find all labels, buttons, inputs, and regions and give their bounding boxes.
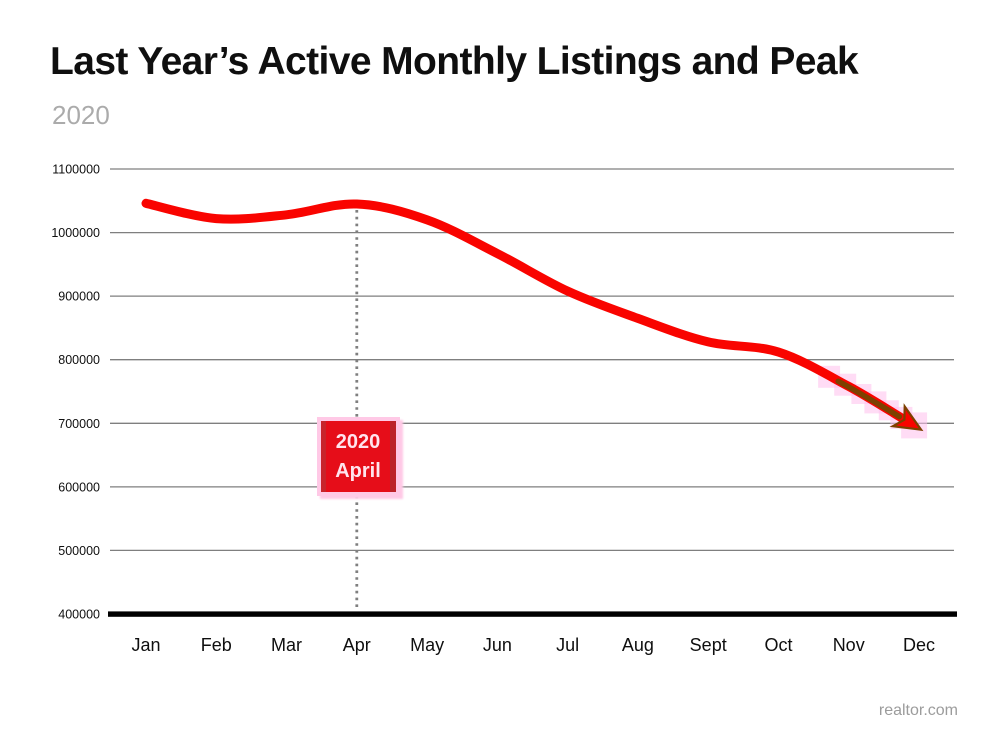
x-axis-month-label: Jun [483,635,512,655]
x-axis-month-label: Sept [690,635,727,655]
x-axis-month-label: Oct [764,635,792,655]
peak-annotation-month: April [335,459,381,482]
chart-title: Last Year’s Active Monthly Listings and … [50,40,859,83]
trend-arrowhead-icon [889,403,924,432]
arrow-shaft [835,378,903,420]
peak-annotation-box: 2020 April [321,421,396,492]
x-axis-month-label: Mar [271,635,302,655]
listings-trend-line [141,198,911,426]
y-axis-tick-label: 1100000 [52,163,100,177]
y-axis-tick-label: 900000 [58,290,100,304]
y-axis-tick-label: 500000 [58,544,100,558]
x-axis-month-label: Aug [622,635,654,655]
x-axis-line [108,611,957,617]
y-axis-tick-label: 1000000 [51,226,100,240]
x-axis-month-label: Feb [201,635,232,655]
y-axis-tick-label: 600000 [58,480,100,494]
x-axis-month-label: Dec [903,635,935,655]
peak-annotation-year: 2020 [335,430,381,453]
x-axis-month-label: Jul [556,635,579,655]
source-attribution: realtor.com [878,702,958,719]
y-axis-tick-label: 800000 [58,353,100,367]
y-axis-tick-label: 400000 [58,608,100,622]
x-axis-month-label: May [410,635,444,655]
x-axis-month-label: Nov [833,635,865,655]
x-axis-month-label: Jan [131,635,160,655]
x-axis-month-label: Apr [343,635,371,655]
chart-subtitle: 2020 [52,100,110,130]
y-axis-tick-label: 700000 [58,417,100,431]
